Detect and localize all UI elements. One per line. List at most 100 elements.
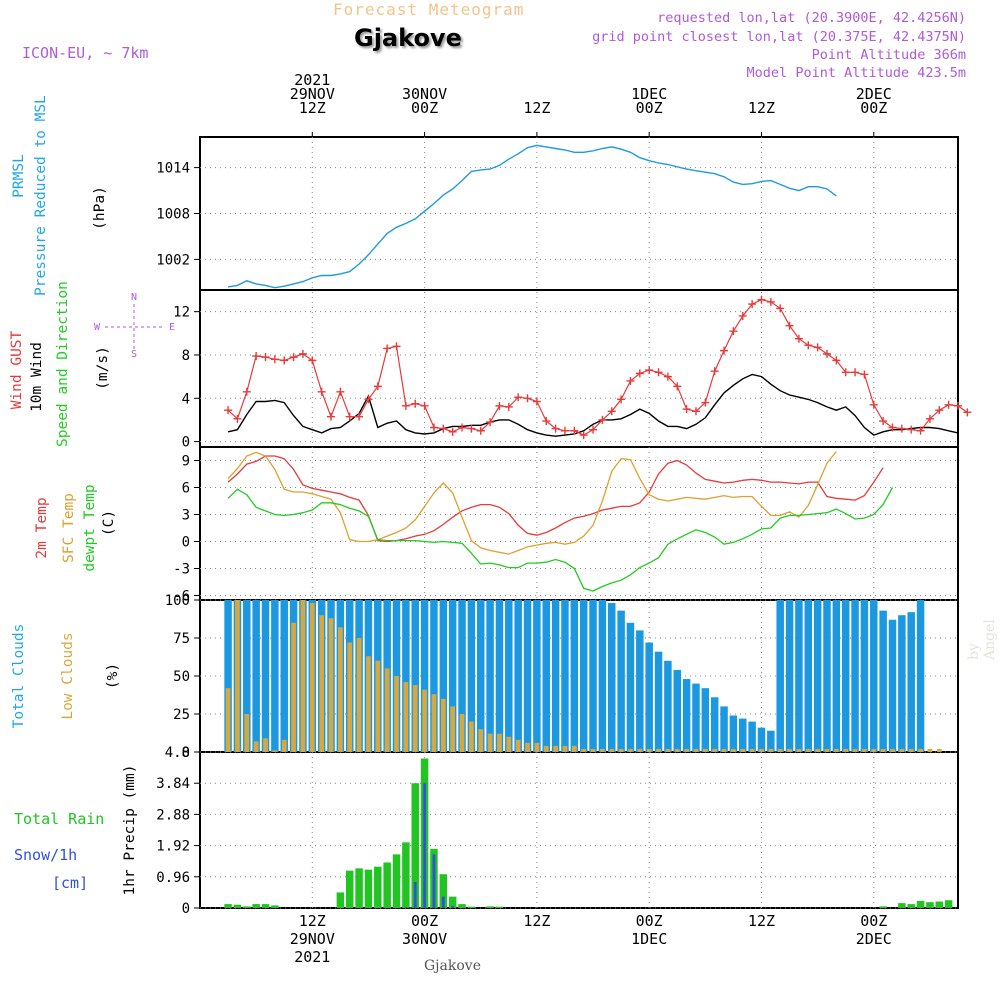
- low-cloud-bar: [721, 748, 727, 752]
- gust-marker: [635, 369, 644, 378]
- low-cloud-bar: [543, 745, 549, 752]
- total-cloud-bar: [224, 600, 232, 752]
- gust-marker: [355, 412, 364, 421]
- y-tick-label: 1014: [156, 161, 190, 177]
- low-cloud-bar: [571, 745, 577, 752]
- requested-coords: requested lon,lat (20.3900E, 42.4256N): [657, 10, 966, 26]
- y-tick-label: 2.88: [156, 807, 190, 823]
- y-tick-label: 25: [173, 707, 190, 723]
- total-cloud-bar: [617, 610, 625, 752]
- low-cloud-bar: [759, 748, 764, 752]
- bottom-time-label: 12Z: [748, 912, 775, 930]
- total-cloud-bar: [448, 600, 457, 752]
- gust-marker: [270, 355, 279, 364]
- top-time-label: 29NOV: [290, 85, 335, 103]
- gust-marker: [411, 399, 420, 408]
- total-cloud-bar: [823, 600, 831, 752]
- snow-bar: [413, 882, 417, 908]
- bottom-time-label: 29NOV: [290, 930, 335, 948]
- gust-marker: [420, 401, 429, 410]
- gust-marker: [701, 398, 710, 407]
- total-cloud-bar: [673, 669, 682, 752]
- y-tick-label: 1.92: [156, 839, 190, 855]
- gust-marker: [954, 401, 962, 410]
- bottom-time-label: 00Z: [636, 912, 663, 930]
- gust-marker: [626, 376, 635, 385]
- gust-marker: [645, 366, 654, 375]
- low-cloud-bar: [375, 660, 381, 752]
- low-cloud-bar: [412, 685, 418, 752]
- low-cloud-bar: [740, 748, 746, 752]
- gust-marker: [710, 367, 719, 376]
- total-cloud-bar: [420, 600, 429, 752]
- rain-bar: [916, 900, 925, 908]
- total-cloud-bar: [533, 600, 541, 752]
- total-cloud-bar: [851, 600, 859, 752]
- y-tick-label: 0: [182, 435, 190, 451]
- series-sfc-temp: [227, 451, 837, 555]
- total-cloud-bar: [739, 718, 747, 752]
- top-time-label: 00Z: [636, 99, 663, 117]
- compass-cross: [105, 304, 164, 351]
- gust-marker: [617, 395, 626, 404]
- y-tick-label: 75: [173, 631, 190, 647]
- rain-bar: [907, 904, 915, 908]
- rain-bar: [345, 870, 354, 908]
- low-cloud-bar: [899, 748, 905, 752]
- gust-marker: [691, 407, 700, 416]
- gust-marker: [532, 397, 541, 406]
- gust-marker: [748, 300, 757, 309]
- low-cloud-bar: [506, 736, 512, 752]
- gust-marker: [598, 415, 607, 424]
- top-time-label: 2DEC: [856, 85, 892, 103]
- label-total-rain: Total Rain: [14, 810, 105, 828]
- total-cloud-bar: [664, 660, 672, 752]
- low-cloud-bar: [637, 748, 643, 752]
- gust-marker: [570, 426, 579, 435]
- low-cloud-bar: [824, 748, 830, 752]
- gust-marker: [663, 372, 672, 381]
- snow-bar: [423, 783, 426, 908]
- total-cloud-bar: [430, 600, 438, 752]
- total-cloud-bar: [757, 727, 766, 752]
- gust-marker: [766, 297, 775, 306]
- low-cloud-bar: [403, 682, 409, 752]
- rain-bar: [224, 904, 232, 908]
- low-cloud-bar: [600, 748, 605, 752]
- bottom-time-label: 12Z: [523, 912, 550, 930]
- total-cloud-bar: [710, 697, 719, 752]
- total-cloud-bar: [898, 615, 906, 752]
- low-cloud-bar: [890, 748, 895, 752]
- y-tick-label: 1008: [156, 207, 190, 223]
- gust-marker: [383, 344, 392, 353]
- low-cloud-bar: [581, 748, 587, 752]
- total-cloud-bar: [589, 600, 597, 752]
- total-cloud-bar: [570, 600, 579, 752]
- gust-marker: [429, 423, 438, 432]
- total-cloud-bar: [439, 600, 448, 752]
- gust-marker: [233, 414, 242, 423]
- bottom-time-label: 00Z: [860, 912, 887, 930]
- gust-marker: [673, 382, 682, 391]
- low-cloud-bar: [665, 748, 671, 752]
- low-cloud-bar: [478, 729, 484, 752]
- top-time-label: 00Z: [860, 99, 887, 117]
- gust-marker: [439, 424, 448, 433]
- gust-marker: [467, 424, 476, 433]
- gust-marker: [523, 394, 532, 403]
- total-cloud-bar: [243, 600, 251, 752]
- low-cloud-bar: [805, 748, 811, 752]
- low-cloud-bar: [338, 627, 343, 752]
- low-cloud-bar: [871, 748, 877, 752]
- total-cloud-bar: [542, 600, 550, 752]
- low-cloud-bar: [777, 748, 783, 752]
- y-tick-label: 1002: [156, 252, 190, 268]
- total-cloud-bar: [748, 721, 756, 752]
- bottom-time-label: 2021: [294, 948, 330, 966]
- low-cloud-bar: [440, 698, 446, 752]
- gust-marker: [458, 423, 467, 432]
- compass-e: E: [169, 322, 175, 333]
- gust-marker: [289, 353, 298, 362]
- grid-point-coords: grid point closest lon,lat (20.375E, 42.…: [592, 29, 966, 45]
- low-cloud-bar: [609, 748, 615, 752]
